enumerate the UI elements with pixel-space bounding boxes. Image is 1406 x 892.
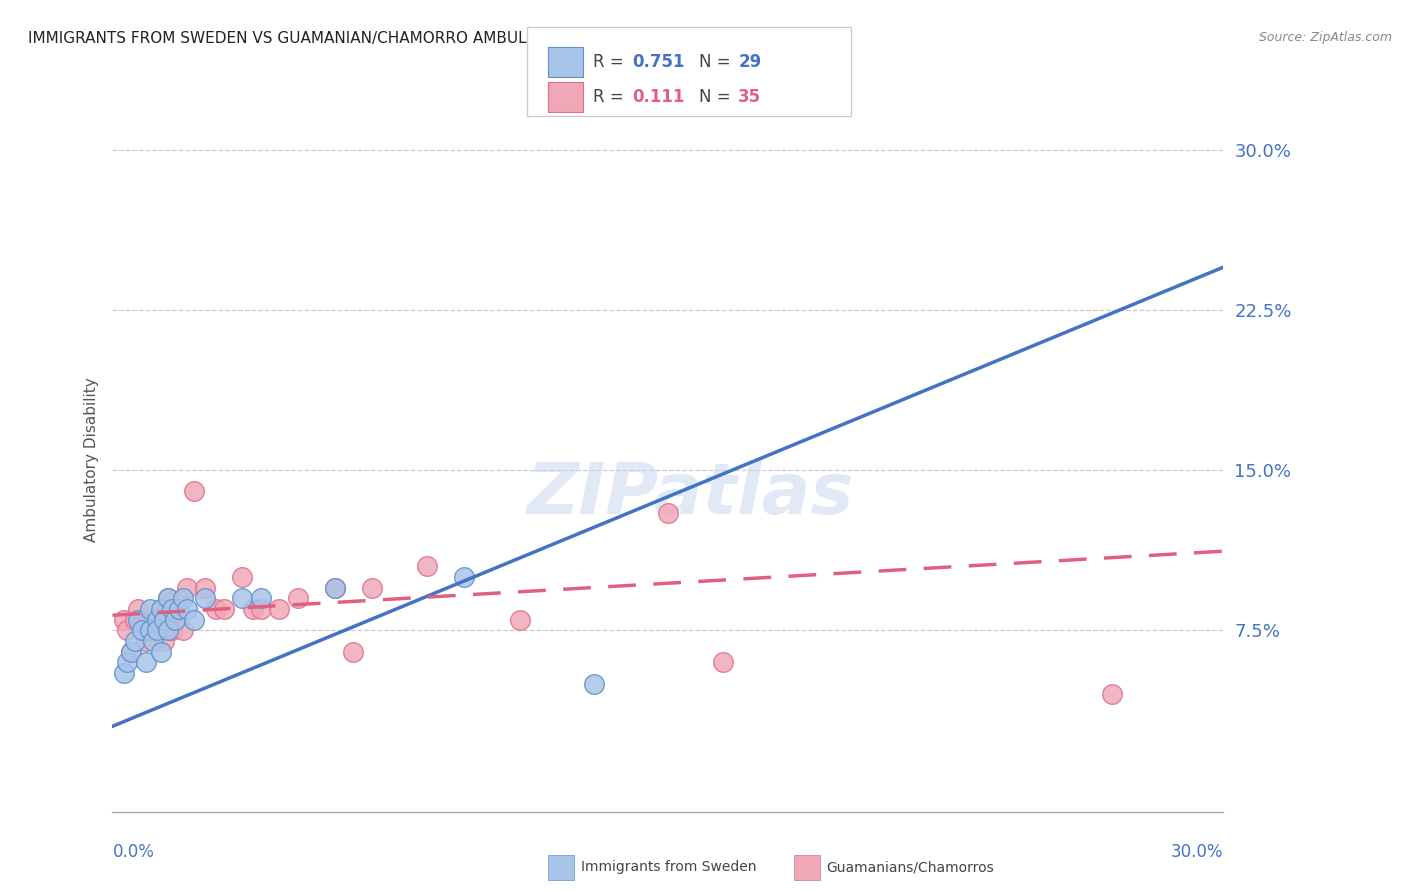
Point [172, 591, 194, 606]
Point [149, 644, 172, 658]
Point [205, 602, 228, 616]
Point [112, 665, 135, 680]
Text: 0.111: 0.111 [633, 88, 685, 106]
Text: N =: N = [699, 53, 735, 70]
Text: R =: R = [593, 53, 630, 70]
Text: R =: R = [593, 88, 634, 106]
Point [509, 613, 531, 627]
Point [157, 591, 180, 606]
Point [117, 655, 139, 669]
Point [1101, 687, 1123, 701]
Point [242, 602, 264, 616]
Point [713, 655, 735, 669]
Point [146, 624, 169, 638]
Point [131, 624, 153, 638]
Point [582, 676, 605, 690]
Text: Guamanians/Chamorros: Guamanians/Chamorros [827, 860, 994, 874]
Point [360, 581, 382, 595]
Point [153, 633, 176, 648]
Point [267, 602, 291, 616]
Point [323, 581, 346, 595]
Point [176, 602, 198, 616]
Point [165, 613, 187, 627]
Point [183, 484, 205, 499]
Point [120, 644, 142, 658]
Point [149, 602, 172, 616]
Point [157, 624, 180, 638]
Text: ZIPatlas: ZIPatlas [526, 460, 853, 529]
Point [342, 644, 364, 658]
Point [453, 570, 475, 584]
Point [138, 624, 160, 638]
Point [124, 633, 146, 648]
Point [142, 633, 165, 648]
Point [146, 613, 169, 627]
Text: IMMIGRANTS FROM SWEDEN VS GUAMANIAN/CHAMORRO AMBULATORY DISABILITY CORRELATION C: IMMIGRANTS FROM SWEDEN VS GUAMANIAN/CHAM… [28, 31, 835, 46]
Text: 30.0%: 30.0% [1171, 843, 1223, 861]
Point [165, 613, 187, 627]
Point [194, 581, 217, 595]
Point [231, 570, 253, 584]
Point [160, 602, 183, 616]
Point [249, 602, 271, 616]
Point [167, 602, 190, 616]
Point [231, 591, 253, 606]
Point [157, 591, 180, 606]
Point [127, 613, 149, 627]
Point [112, 613, 135, 627]
Text: 29: 29 [738, 53, 762, 70]
Point [176, 581, 198, 595]
Point [138, 602, 160, 616]
Text: N =: N = [699, 88, 735, 106]
Text: 0.0%: 0.0% [112, 843, 155, 861]
Point [146, 613, 169, 627]
Point [167, 602, 190, 616]
Point [135, 633, 157, 648]
Point [194, 591, 217, 606]
Point [142, 624, 165, 638]
Point [135, 655, 157, 669]
Point [160, 624, 183, 638]
Y-axis label: Ambulatory Disability: Ambulatory Disability [83, 377, 98, 541]
Point [131, 624, 153, 638]
Point [183, 613, 205, 627]
Point [416, 559, 439, 574]
Point [117, 624, 139, 638]
Point [120, 644, 142, 658]
Point [153, 613, 176, 627]
Text: 0.751: 0.751 [633, 53, 685, 70]
Point [127, 602, 149, 616]
Point [212, 602, 235, 616]
Point [249, 591, 271, 606]
Point [138, 613, 160, 627]
Point [657, 506, 679, 520]
Point [172, 624, 194, 638]
Point [323, 581, 346, 595]
Text: 35: 35 [738, 88, 761, 106]
Text: Immigrants from Sweden: Immigrants from Sweden [581, 860, 756, 874]
Text: Source: ZipAtlas.com: Source: ZipAtlas.com [1258, 31, 1392, 45]
Point [287, 591, 309, 606]
Point [149, 602, 172, 616]
Point [124, 613, 146, 627]
